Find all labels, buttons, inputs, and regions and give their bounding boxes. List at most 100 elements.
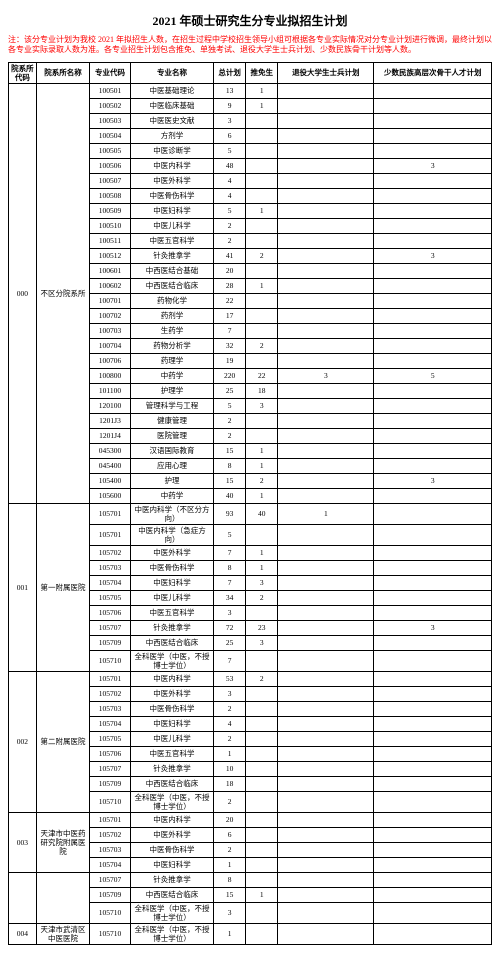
cell-total: 7 <box>214 323 246 338</box>
cell-dept-code: 000 <box>9 83 37 503</box>
cell-major-code: 105710 <box>90 902 131 923</box>
cell-soldier: 1 <box>278 503 374 524</box>
cell-major-name: 生药学 <box>130 323 213 338</box>
cell-minority <box>374 791 492 812</box>
cell-major-name: 中医外科学 <box>130 173 213 188</box>
th-dept-name: 院系所名称 <box>36 62 89 83</box>
cell-total: 72 <box>214 620 246 635</box>
cell-soldier <box>278 872 374 887</box>
cell-minority <box>374 218 492 233</box>
cell-rec: 2 <box>246 590 278 605</box>
cell-soldier: 3 <box>278 368 374 383</box>
cell-soldier <box>278 488 374 503</box>
cell-major-name: 全科医学（中医，不授博士学位） <box>130 902 213 923</box>
cell-rec: 1 <box>246 203 278 218</box>
cell-major-name: 中医骨伤科学 <box>130 188 213 203</box>
cell-soldier <box>278 218 374 233</box>
cell-rec <box>246 218 278 233</box>
cell-rec <box>246 293 278 308</box>
cell-minority <box>374 635 492 650</box>
cell-minority <box>374 590 492 605</box>
cell-major-name: 针灸推拿学 <box>130 620 213 635</box>
cell-major-name: 中医医史文献 <box>130 113 213 128</box>
cell-rec <box>246 746 278 761</box>
cell-total: 6 <box>214 128 246 143</box>
cell-major-name: 中医基础理论 <box>130 83 213 98</box>
cell-total: 4 <box>214 716 246 731</box>
cell-soldier <box>278 398 374 413</box>
cell-total: 1 <box>214 923 246 944</box>
th-minority: 少数民族高层次骨干人才计划 <box>374 62 492 83</box>
cell-major-code: 105600 <box>90 488 131 503</box>
cell-major-name: 护理 <box>130 473 213 488</box>
cell-dept-code: 002 <box>9 671 37 812</box>
cell-major-code: 105710 <box>90 791 131 812</box>
cell-soldier <box>278 590 374 605</box>
cell-soldier <box>278 443 374 458</box>
cell-soldier <box>278 635 374 650</box>
cell-soldier <box>278 98 374 113</box>
cell-major-name: 全科医学（中医，不授博士学位） <box>130 650 213 671</box>
cell-minority <box>374 872 492 887</box>
cell-major-code: 100507 <box>90 173 131 188</box>
cell-total: 5 <box>214 398 246 413</box>
cell-total: 220 <box>214 368 246 383</box>
th-rec: 推免生 <box>246 62 278 83</box>
cell-rec: 1 <box>246 887 278 902</box>
cell-major-name: 中医五官科学 <box>130 233 213 248</box>
cell-dept-code: 003 <box>9 812 37 872</box>
cell-soldier <box>278 761 374 776</box>
cell-total: 9 <box>214 98 246 113</box>
cell-minority <box>374 383 492 398</box>
th-dept-code: 院系所代码 <box>9 62 37 83</box>
cell-total: 41 <box>214 248 246 263</box>
cell-soldier <box>278 731 374 746</box>
cell-major-code: 1201J4 <box>90 428 131 443</box>
cell-major-code: 105704 <box>90 716 131 731</box>
cell-soldier <box>278 812 374 827</box>
cell-rec: 1 <box>246 278 278 293</box>
note-text: 该分专业计划为我校 2021 年拟招生人数，在招生过程中学校招生领导小组可根据各… <box>8 35 492 54</box>
cell-soldier <box>278 701 374 716</box>
cell-soldier <box>278 827 374 842</box>
cell-soldier <box>278 428 374 443</box>
cell-rec: 2 <box>246 248 278 263</box>
cell-minority: 5 <box>374 368 492 383</box>
cell-total: 2 <box>214 428 246 443</box>
cell-minority <box>374 887 492 902</box>
cell-minority <box>374 263 492 278</box>
cell-total: 20 <box>214 263 246 278</box>
cell-minority <box>374 731 492 746</box>
cell-major-code: 105701 <box>90 671 131 686</box>
cell-total: 13 <box>214 83 246 98</box>
cell-rec <box>246 128 278 143</box>
cell-major-code: 105701 <box>90 524 131 545</box>
cell-minority <box>374 353 492 368</box>
cell-rec: 22 <box>246 368 278 383</box>
cell-minority <box>374 761 492 776</box>
cell-soldier <box>278 308 374 323</box>
cell-soldier <box>278 686 374 701</box>
cell-major-name: 中西医结合临床 <box>130 635 213 650</box>
cell-rec: 3 <box>246 635 278 650</box>
cell-major-name: 全科医学（中医，不授博士学位） <box>130 791 213 812</box>
cell-major-name: 中医内科学 <box>130 158 213 173</box>
cell-major-name: 中医骨伤科学 <box>130 560 213 575</box>
cell-minority <box>374 812 492 827</box>
cell-rec: 40 <box>246 503 278 524</box>
cell-rec <box>246 143 278 158</box>
cell-soldier <box>278 248 374 263</box>
cell-major-code: 105710 <box>90 650 131 671</box>
cell-rec <box>246 413 278 428</box>
cell-total: 3 <box>214 605 246 620</box>
cell-soldier <box>278 902 374 923</box>
cell-major-code: 1201J3 <box>90 413 131 428</box>
cell-major-name: 中医儿科学 <box>130 218 213 233</box>
cell-minority <box>374 701 492 716</box>
table-row: 105707针灸推拿学8 <box>9 872 492 887</box>
cell-minority <box>374 98 492 113</box>
cell-total: 7 <box>214 650 246 671</box>
cell-total: 2 <box>214 701 246 716</box>
cell-major-code: 100503 <box>90 113 131 128</box>
cell-minority <box>374 575 492 590</box>
